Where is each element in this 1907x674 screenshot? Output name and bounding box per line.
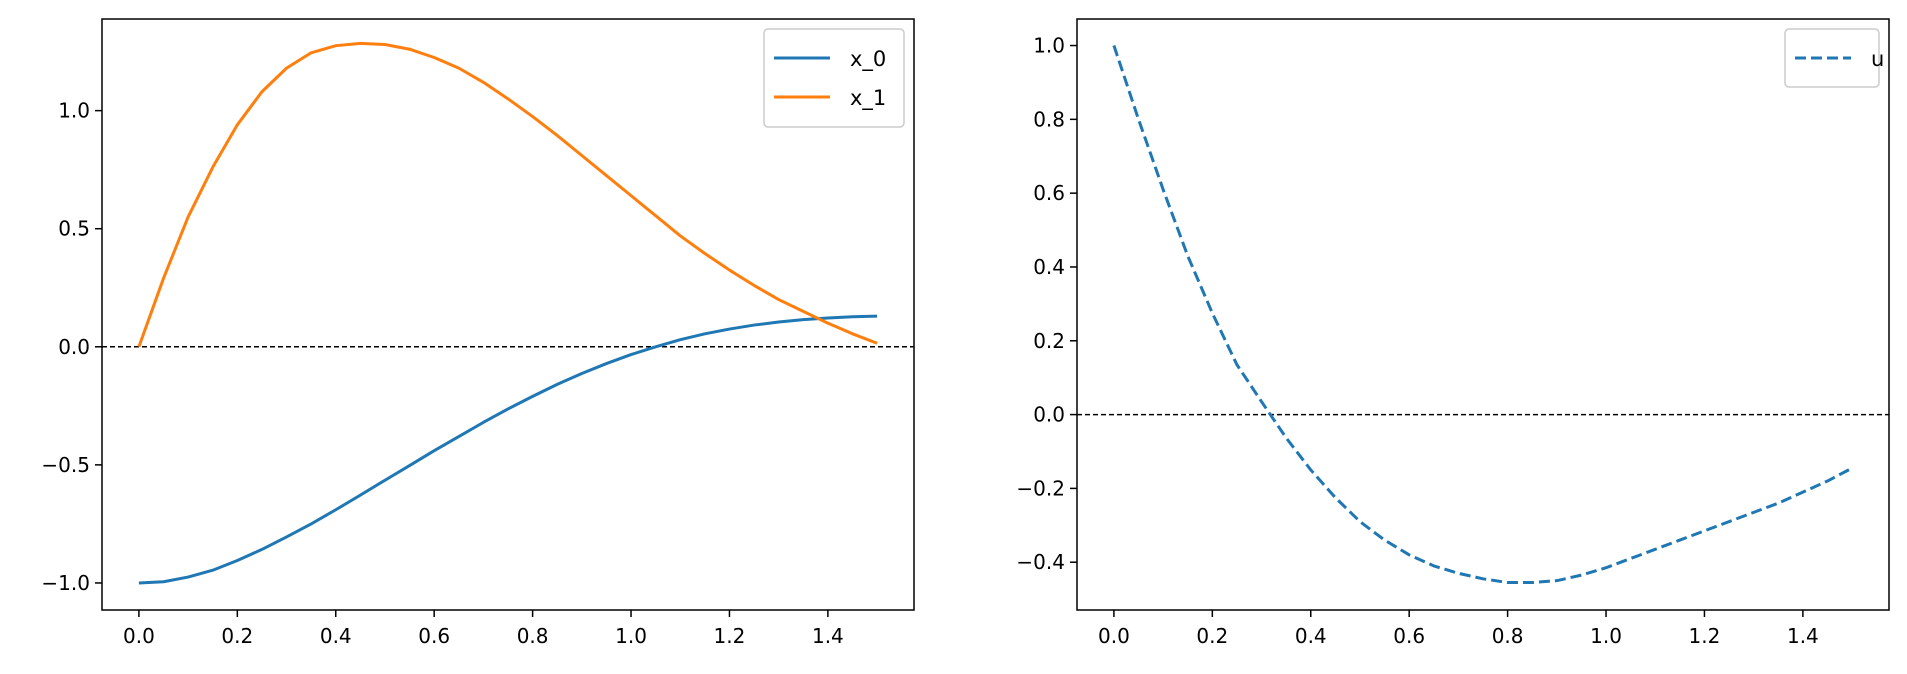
y-tick-label: 0.8 — [1033, 107, 1065, 131]
x-tick-label: 0.2 — [221, 624, 253, 648]
x-tick-label: 0.8 — [517, 624, 549, 648]
legend-box — [763, 28, 905, 128]
y-tick-label: 0.0 — [58, 335, 90, 359]
y-tick-label: 1.0 — [1033, 34, 1065, 58]
x-tick-label: 1.4 — [1787, 624, 1819, 648]
chart-1: 0.0 0.2 0.4 0.6 0.8 1.0 1.2 1.4 −1.0 −0.5 0.0 0.5 1.… — [41, 18, 915, 648]
x-tick-label: 1.2 — [714, 624, 746, 648]
legend-label-x_1: x_1 — [850, 86, 886, 111]
y-tick-label: −0.4 — [1016, 550, 1065, 574]
x-tick-label: 0.2 — [1196, 624, 1228, 648]
y-tick-label: 0.0 — [1033, 403, 1065, 427]
y-tick-label: −1.0 — [41, 571, 90, 595]
x-tick-label: 1.0 — [1590, 624, 1622, 648]
y-tick-label: 1.0 — [58, 99, 90, 123]
chart-2: 0.0 0.2 0.4 0.6 0.8 1.0 1.2 1.4 −0.4 −0.2 0.0 0.2 0.… — [1016, 18, 1890, 648]
y-tick-label: 0.5 — [58, 217, 90, 241]
x-tick-label: 1.0 — [615, 624, 647, 648]
y-tick-label: 0.6 — [1033, 181, 1065, 205]
series-line-u — [1112, 45, 1853, 585]
y-tick-label: 0.2 — [1033, 329, 1065, 353]
x-tick-label: 0.4 — [1295, 624, 1327, 648]
y-tick-label: 0.4 — [1033, 255, 1065, 279]
x-tick-label: 0.6 — [1393, 624, 1425, 648]
x-tick-label: 0.4 — [320, 624, 352, 648]
axes-frame — [1076, 18, 1890, 611]
x-tick-label: 0.0 — [123, 624, 155, 648]
series-line-x_0 — [138, 314, 878, 585]
x-tick-label: 0.8 — [1492, 624, 1524, 648]
x-tick-label: 1.2 — [1689, 624, 1721, 648]
x-tick-label: 0.6 — [418, 624, 450, 648]
y-tick-label: −0.5 — [41, 453, 90, 477]
series-line-x_1 — [137, 41, 878, 348]
legend-label-u: u — [1871, 47, 1884, 71]
legend-label-x_0: x_0 — [850, 47, 886, 72]
y-tick-label: −0.2 — [1016, 476, 1065, 500]
x-tick-label: 0.0 — [1098, 624, 1130, 648]
x-tick-label: 1.4 — [812, 624, 844, 648]
axes-frame — [101, 18, 915, 611]
